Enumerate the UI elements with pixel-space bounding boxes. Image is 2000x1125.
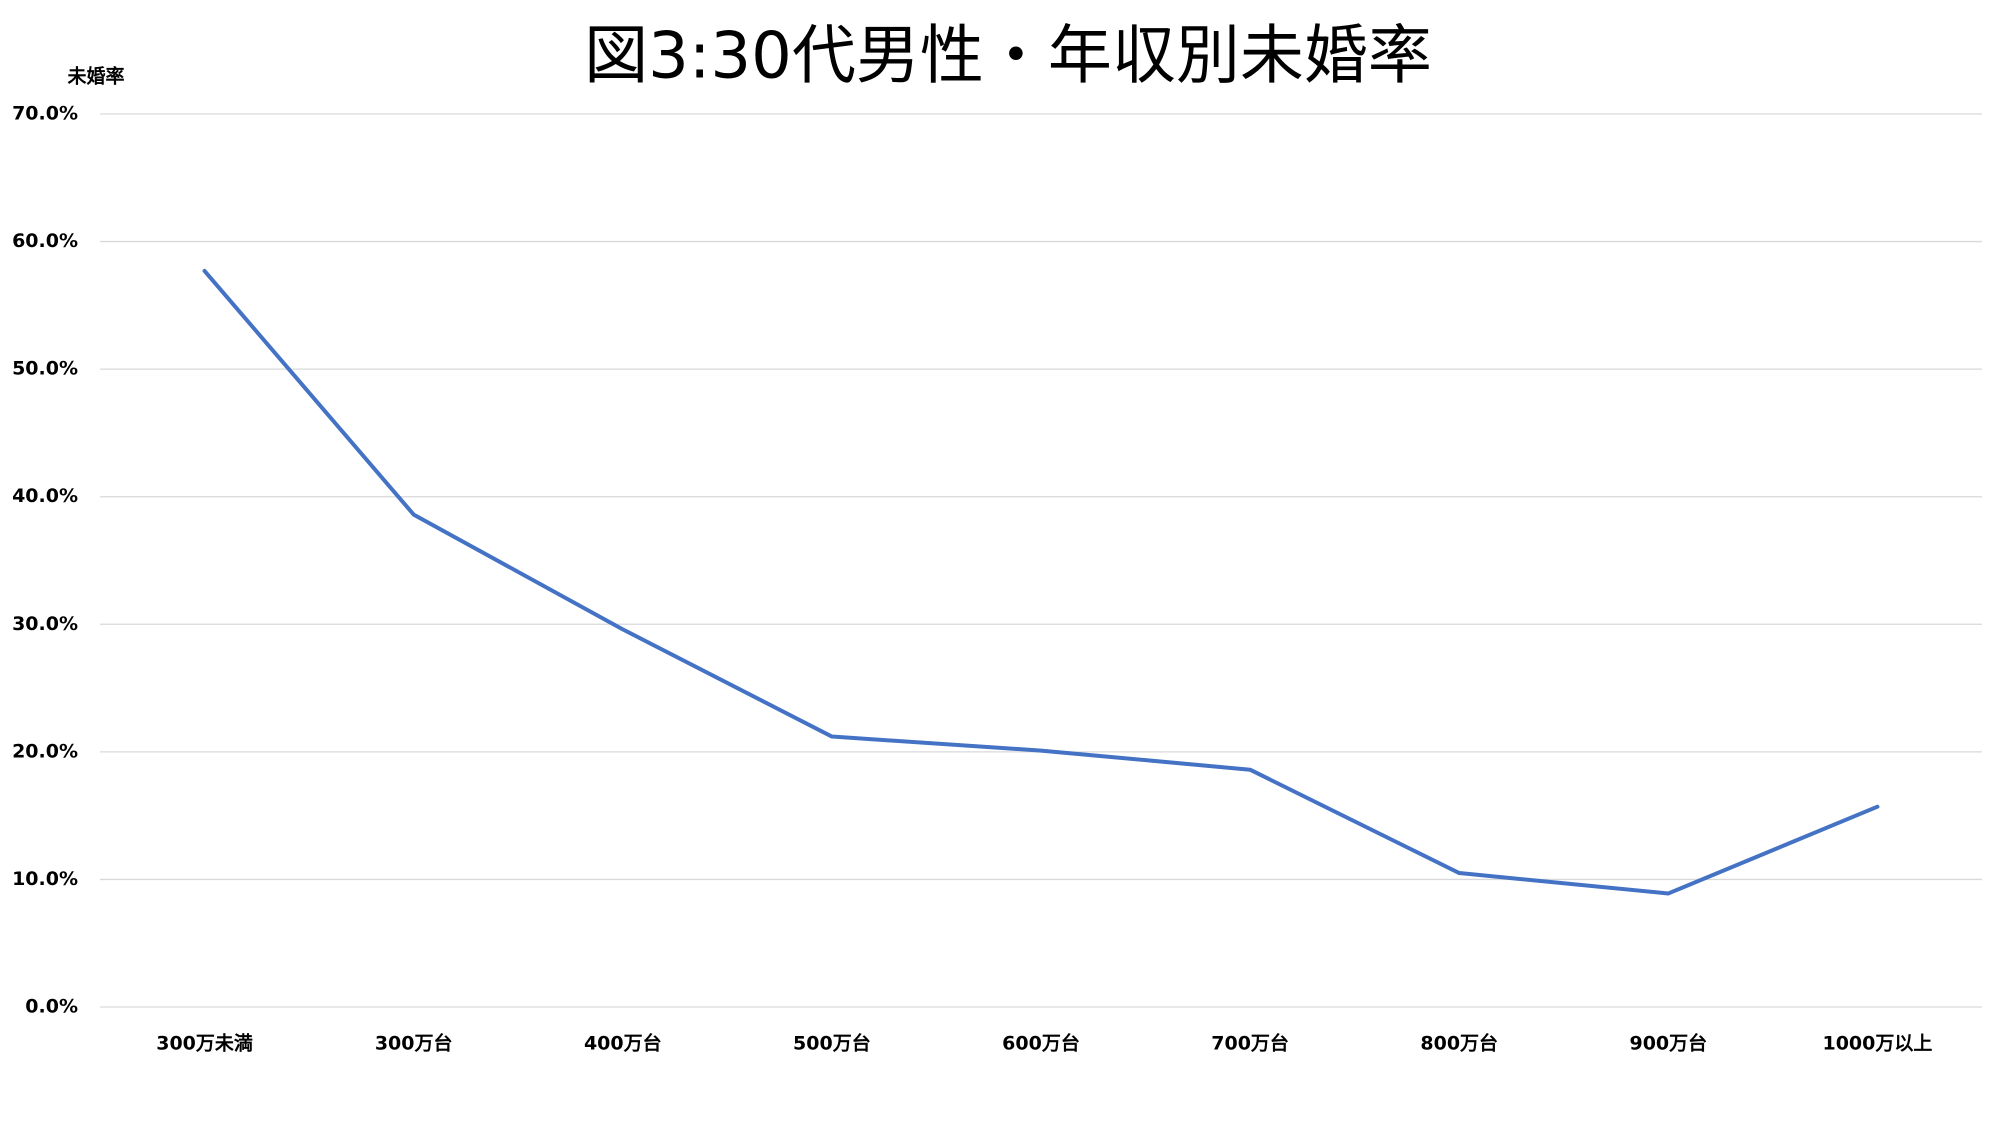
x-tick-label: 800万台 — [1420, 1032, 1498, 1055]
y-tick-label: 70.0% — [12, 103, 78, 125]
data-line — [202, 268, 1880, 896]
x-tick-label: 600万台 — [1002, 1032, 1080, 1055]
x-tick-label: 400万台 — [584, 1032, 662, 1055]
x-tick-label: 500万台 — [793, 1032, 871, 1055]
y-tick-label: 50.0% — [12, 358, 78, 380]
y-tick-label: 10.0% — [12, 868, 78, 890]
y-tick-label: 0.0% — [25, 996, 78, 1018]
y-tick-label: 20.0% — [12, 740, 78, 762]
y-axis-title: 未婚率 — [66, 65, 124, 88]
y-tick-label: 40.0% — [12, 485, 78, 507]
x-tick-label: 900万台 — [1629, 1032, 1707, 1055]
x-tick-label: 1000万以上 — [1822, 1033, 1932, 1055]
x-tick-label: 300万台 — [375, 1032, 453, 1055]
chart-title: 図3:30代男性・年収別未婚率 — [584, 20, 1432, 94]
y-tick-label: 60.0% — [12, 230, 78, 252]
y-tick-label: 30.0% — [12, 613, 78, 635]
x-tick-label: 700万台 — [1211, 1032, 1289, 1055]
x-tick-label: 300万未満 — [156, 1032, 253, 1055]
